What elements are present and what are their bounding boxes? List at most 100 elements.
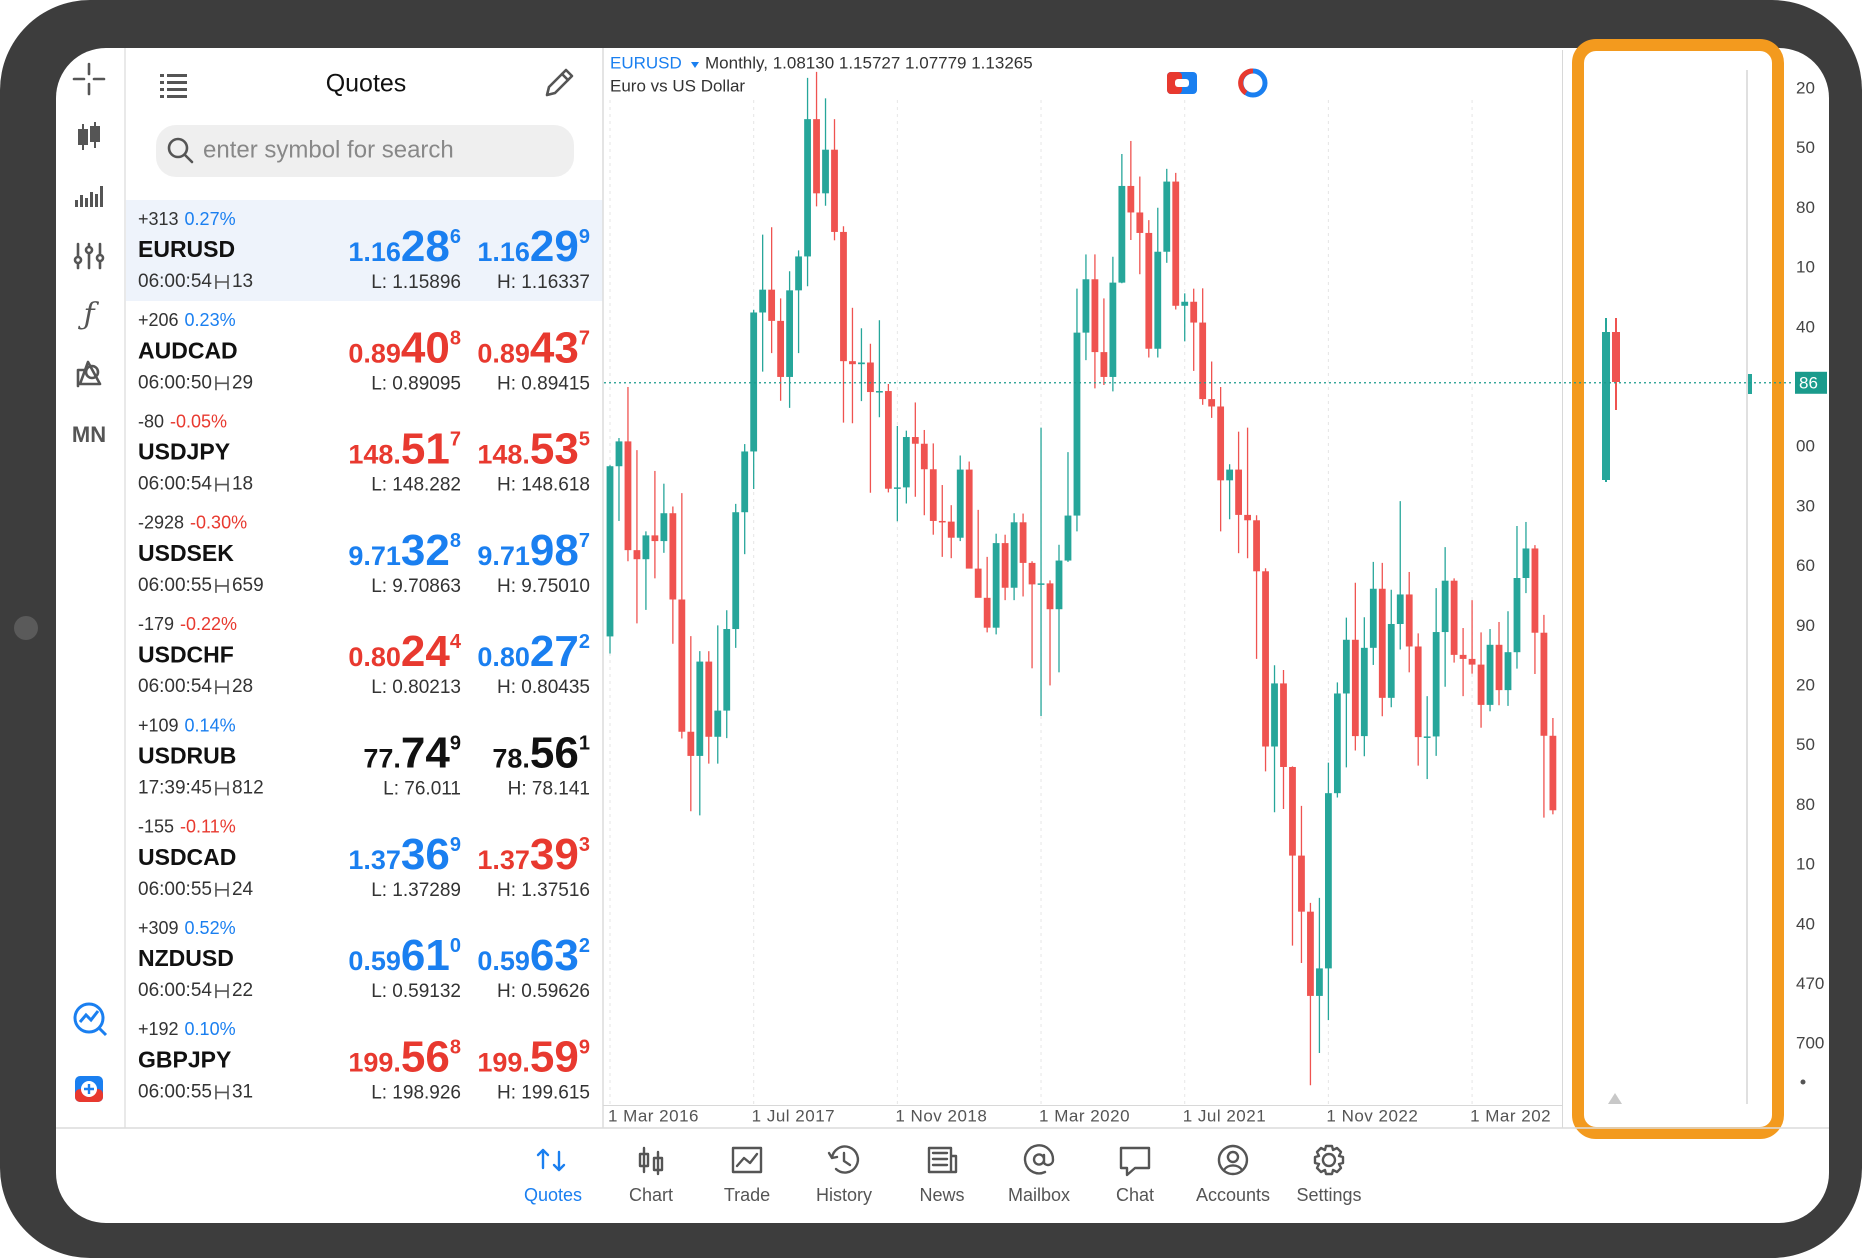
symbol: USDRUB [138,743,236,769]
tab-bar: Quotes Chart Trade History News Mailbox Chat Ac… [524,1144,1362,1205]
quote-row[interactable] [126,807,603,909]
change-percent: -0.22% [180,614,237,634]
y-tick-label: 50 [1796,735,1815,754]
trade-levels-button[interactable] [1238,68,1268,98]
tab-icon [1023,1144,1055,1175]
timeframe-button[interactable]: MN [72,422,106,447]
search-icon [167,137,194,164]
scroll-marker [1608,1093,1622,1104]
quote-row[interactable] [126,706,603,808]
axis-dot [1800,1079,1806,1085]
high-price: H: 199.615 [497,1082,590,1103]
change-points: -2928 [138,513,184,533]
high-price: H: 1.16337 [497,272,590,293]
chart-type-button[interactable] [78,122,100,150]
candle-body [1378,588,1386,698]
spread: 24 [232,879,254,900]
candle-body [1082,279,1090,333]
quote-row[interactable] [126,301,603,403]
candle-body [947,521,955,538]
zoom-panel: 20 50 80 10 40 00 30 60 90 20 50 80 10 40 470 700 86 [604,39,1827,1139]
candle-body [777,320,785,377]
candle-body [660,513,668,542]
settings-sliders-button[interactable] [73,242,105,270]
indicators-button[interactable] [75,186,103,207]
candle-body [956,469,964,538]
quote-row[interactable] [126,909,603,1011]
spread-icon [215,781,229,796]
tab[interactable]: History [816,1145,872,1205]
quote-row[interactable] [126,1010,603,1112]
edit-button[interactable] [545,68,574,97]
change-points: +109 [138,715,179,735]
quote-row[interactable] [126,200,603,301]
tab-label: Mailbox [1008,1185,1070,1205]
candle-body [669,513,677,600]
candle-body [876,391,883,393]
tab[interactable]: Settings [1296,1144,1362,1205]
new-order-button[interactable] [75,1076,103,1102]
low-price: L: 9.70863 [371,576,461,597]
symbol: AUDCAD [138,337,238,363]
candle-body [1154,251,1162,349]
candle-body [1307,911,1314,996]
objects-button[interactable] [76,360,102,388]
candle-body [813,119,820,194]
quote-price: 9.71328 [348,526,461,575]
crosshair-button[interactable] [72,62,106,96]
candle-body [893,487,901,489]
tab[interactable]: News [919,1146,965,1205]
candle-body [1199,322,1207,400]
chart: 1 Mar 2016 1 Jul 2017 1 Nov 2018 1 Mar 2020… [603,50,1563,1128]
zoom-candle [1612,332,1620,382]
candle-body [696,661,704,756]
tab[interactable]: Quotes [524,1148,582,1205]
zoom-candle [1602,332,1610,480]
candle-body [1513,578,1521,653]
tab[interactable]: Chat [1116,1146,1154,1205]
trading-signals-button[interactable] [73,1002,108,1037]
search-box[interactable] [156,125,574,177]
tab[interactable]: Trade [724,1146,770,1205]
spread: 812 [232,778,264,799]
quote-price: 78.561 [492,729,590,778]
y-tick-label: 60 [1796,556,1815,575]
list-button[interactable] [160,74,187,98]
tab[interactable]: Chart [629,1146,673,1205]
tab-label: Accounts [1196,1185,1270,1205]
candle-body [1540,632,1548,736]
candle-body [858,362,865,365]
quote-row[interactable] [126,605,603,707]
candle-body [1423,736,1431,738]
functions-button[interactable]: ƒ [77,297,99,332]
y-tick-label: 00 [1796,437,1815,456]
candle-body [1316,968,1323,996]
candle-body [633,550,641,560]
one-click-trading-button[interactable] [1167,72,1197,94]
candle-body [651,535,659,542]
quote-row[interactable] [126,402,603,504]
chart-symbol[interactable]: EURUSD [610,53,682,72]
high-price: H: 0.59626 [497,981,590,1002]
change-points: +206 [138,310,179,330]
tab[interactable]: Accounts [1196,1144,1270,1205]
high-price: H: 148.618 [497,475,590,496]
quote-time: 06:00:50 [138,372,212,393]
symbol-dropdown[interactable] [691,62,699,68]
tab[interactable]: Mailbox [1008,1144,1070,1205]
candle-body [786,290,793,377]
x-tick-label: 1 Nov 2018 [895,1106,987,1125]
candle-body [1235,469,1242,515]
quote-row[interactable] [126,503,603,605]
symbol: NZDUSD [138,945,234,971]
candle-body [804,119,811,257]
change-percent: 0.10% [185,1019,236,1039]
symbol: USDCAD [138,844,236,870]
quote-time: 06:00:54 [138,980,212,1001]
y-tick-label: 20 [1796,675,1815,694]
y-tick-label: 30 [1796,496,1815,515]
quote-time: 06:00:54 [138,676,212,697]
candle-body [822,149,829,194]
tab-icon [1119,1146,1151,1177]
quote-price: 148.517 [348,425,461,474]
